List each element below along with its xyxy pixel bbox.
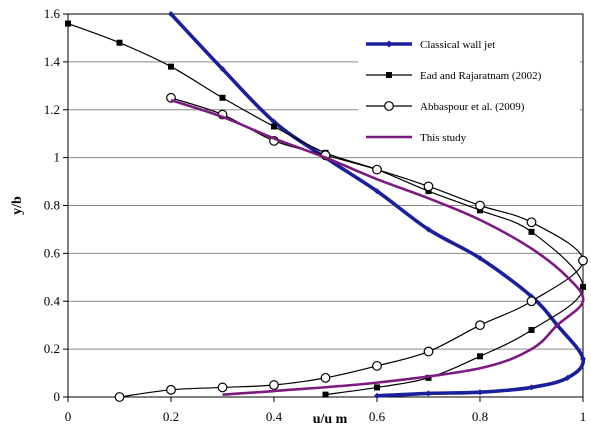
- data-point: [526, 217, 537, 228]
- data-point: [269, 380, 279, 390]
- data-point: [219, 66, 226, 73]
- data-point: [219, 94, 226, 101]
- data-point: [65, 20, 71, 27]
- data-point: [578, 255, 588, 266]
- data-point: [217, 382, 228, 393]
- legend-entry: Ead and Rajaratnam (2002): [366, 70, 542, 82]
- x-tick-label: 0.8: [472, 409, 488, 424]
- data-point: [580, 283, 586, 290]
- y-tick-label: 0.6: [44, 245, 61, 260]
- data-point: [425, 374, 432, 381]
- legend: Classical wall jet Ead and Rajaratnam (20…: [358, 30, 580, 155]
- data-point: [372, 164, 382, 175]
- y-tick-label: 0.8: [44, 198, 60, 213]
- data-point: [477, 353, 483, 360]
- data-point: [425, 390, 432, 397]
- y-tick-label: 0: [54, 389, 61, 404]
- data-point: [384, 101, 394, 111]
- y-tick-label: 1: [54, 150, 61, 165]
- x-tick-label: 0.4: [266, 409, 283, 424]
- data-point: [372, 360, 382, 371]
- data-point: [528, 326, 535, 333]
- data-point: [475, 320, 485, 331]
- data-point: [528, 384, 535, 391]
- data-point: [564, 374, 571, 381]
- data-point: [423, 181, 434, 192]
- data-point: [166, 384, 176, 395]
- x-tick-label: 1: [580, 409, 587, 424]
- y-axis: 0 0.2 0.4 0.6 0.8 1 1.2 1.4 1.6: [44, 6, 68, 404]
- series-line: [169, 12, 585, 398]
- data-point: [114, 392, 125, 402]
- series-layer: [65, 11, 588, 402]
- data-point: [320, 372, 331, 383]
- y-tick-label: 1.6: [44, 6, 61, 21]
- series-3: [170, 98, 585, 396]
- x-axis-title: u/u m: [313, 412, 348, 427]
- data-point: [477, 389, 483, 396]
- data-point: [116, 39, 123, 46]
- data-point: [423, 346, 434, 357]
- data-point: [168, 63, 174, 70]
- x-axis: 0 0.2 0.4 0.6 0.8 1: [65, 397, 587, 424]
- legend-entry: Classical wall jet: [366, 39, 495, 51]
- y-tick-label: 1.2: [44, 102, 60, 117]
- legend-label: Abbaspour et al. (2009): [420, 101, 525, 113]
- x-tick-label: 0.2: [163, 409, 179, 424]
- data-point: [385, 40, 393, 48]
- data-point: [526, 296, 537, 307]
- series-line: [67, 23, 584, 396]
- data-point: [271, 118, 277, 125]
- data-point: [475, 200, 485, 211]
- legend-entry: Abbaspour et al. (2009): [366, 101, 525, 113]
- data-point: [386, 72, 392, 78]
- legend-box: [358, 30, 580, 155]
- data-point: [580, 355, 586, 362]
- x-tick-label: 0: [65, 409, 72, 424]
- x-tick-label: 0.6: [369, 409, 386, 424]
- data-point: [477, 255, 483, 262]
- data-point: [425, 226, 432, 233]
- series-line: [170, 98, 585, 396]
- data-point: [322, 391, 329, 398]
- data-point: [528, 228, 535, 235]
- legend-entry: This study: [366, 132, 467, 144]
- y-tick-label: 1.4: [44, 54, 61, 69]
- data-point: [374, 392, 380, 399]
- legend-label: This study: [420, 132, 467, 144]
- legend-label: Ead and Rajaratnam (2002): [420, 70, 542, 82]
- y-tick-label: 0.2: [44, 341, 60, 356]
- data-point: [374, 384, 380, 391]
- y-axis-title: y/b: [10, 196, 25, 215]
- data-point: [374, 188, 380, 195]
- legend-label: Classical wall jet: [420, 39, 495, 51]
- data-point: [168, 11, 174, 17]
- y-tick-label: 0.4: [44, 293, 61, 308]
- data-point: [271, 123, 277, 130]
